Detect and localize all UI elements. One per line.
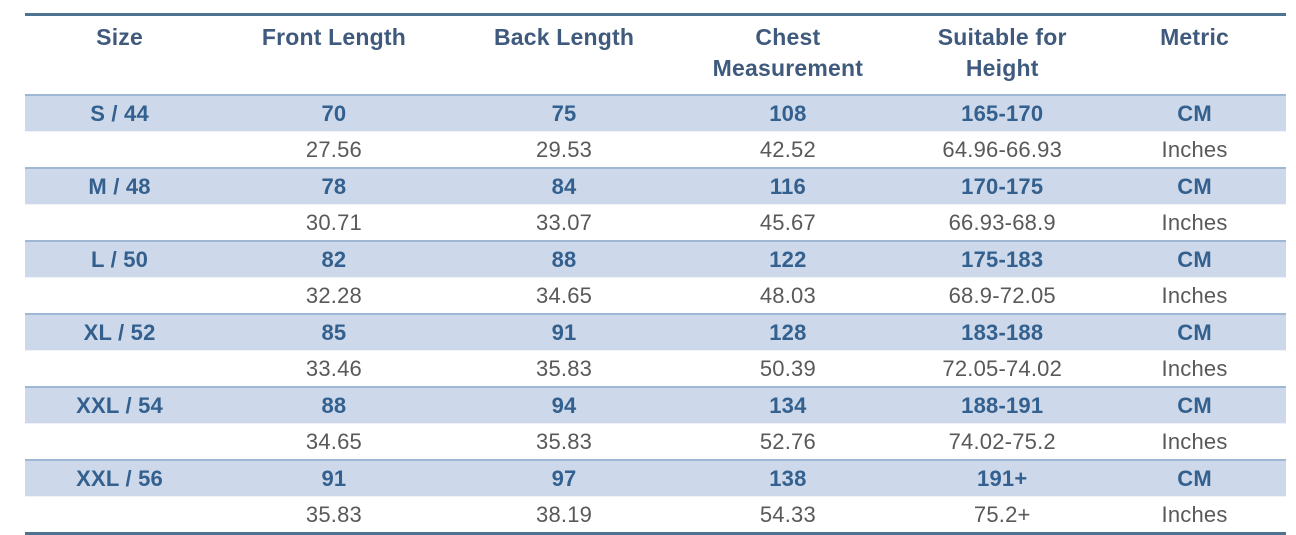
table-row: XL / 52 85 91 128 183-188 CM xyxy=(25,313,1286,351)
table-row: 33.46 35.83 50.39 72.05-74.02 Inches xyxy=(25,350,1286,387)
column-header-metric: Metric xyxy=(1160,24,1230,50)
value-cell: 97 xyxy=(453,459,675,497)
size-cell: XL / 52 xyxy=(25,313,215,351)
metric-cell: Inches xyxy=(1103,423,1286,460)
value-cell: 75 xyxy=(453,94,675,132)
value-cell: 165-170 xyxy=(901,94,1104,132)
value-cell: 170-175 xyxy=(901,167,1104,205)
table-row: M / 48 78 84 116 170-175 CM xyxy=(25,167,1286,205)
value-cell: 134 xyxy=(674,386,902,424)
size-cell: XXL / 54 xyxy=(25,386,215,424)
value-cell: 128 xyxy=(674,313,902,351)
table-body: S / 44 70 75 108 165-170 CM 27.56 29.53 … xyxy=(25,94,1286,534)
size-cell xyxy=(25,350,215,387)
value-cell: 82 xyxy=(214,240,454,278)
value-cell: 30.71 xyxy=(214,204,454,241)
value-cell: 27.56 xyxy=(214,131,454,168)
size-chart-table: Size Front Length Back Length Chest Meas… xyxy=(25,13,1286,535)
value-cell: 32.28 xyxy=(214,277,454,314)
column-header-front-length: Front Length xyxy=(261,24,407,50)
size-cell xyxy=(25,277,215,314)
value-cell: 38.19 xyxy=(453,496,675,534)
metric-cell: CM xyxy=(1103,459,1286,497)
value-cell: 35.83 xyxy=(453,423,675,460)
metric-cell: Inches xyxy=(1103,204,1286,241)
value-cell: 29.53 xyxy=(453,131,675,168)
size-cell: L / 50 xyxy=(25,240,215,278)
value-cell: 42.52 xyxy=(674,131,902,168)
value-cell: 70 xyxy=(214,94,454,132)
table-row: L / 50 82 88 122 175-183 CM xyxy=(25,240,1286,278)
metric-cell: Inches xyxy=(1103,131,1286,168)
size-cell xyxy=(25,204,215,241)
metric-cell: Inches xyxy=(1103,496,1286,534)
size-cell xyxy=(25,423,215,460)
metric-cell: CM xyxy=(1103,94,1286,132)
size-cell xyxy=(25,131,215,168)
value-cell: 91 xyxy=(453,313,675,351)
metric-cell: CM xyxy=(1103,240,1286,278)
value-cell: 35.83 xyxy=(453,350,675,387)
table-row: 34.65 35.83 52.76 74.02-75.2 Inches xyxy=(25,423,1286,460)
table-header: Size Front Length Back Length Chest Meas… xyxy=(25,15,1286,96)
value-cell: 68.9-72.05 xyxy=(901,277,1104,314)
value-cell: 85 xyxy=(214,313,454,351)
value-cell: 45.67 xyxy=(674,204,902,241)
metric-cell: CM xyxy=(1103,167,1286,205)
value-cell: 116 xyxy=(674,167,902,205)
value-cell: 34.65 xyxy=(214,423,454,460)
size-cell: S / 44 xyxy=(25,94,215,132)
value-cell: 122 xyxy=(674,240,902,278)
value-cell: 48.03 xyxy=(674,277,902,314)
value-cell: 74.02-75.2 xyxy=(901,423,1104,460)
table-row: 27.56 29.53 42.52 64.96-66.93 Inches xyxy=(25,131,1286,168)
column-header-back-length: Back Length xyxy=(493,24,635,50)
value-cell: 191+ xyxy=(901,459,1104,497)
size-chart: Size Front Length Back Length Chest Meas… xyxy=(25,13,1286,535)
size-cell xyxy=(25,496,215,534)
value-cell: 72.05-74.02 xyxy=(901,350,1104,387)
value-cell: 88 xyxy=(453,240,675,278)
value-cell: 108 xyxy=(674,94,902,132)
column-header-suitable-height: Suitable for Height xyxy=(937,24,1067,81)
value-cell: 88 xyxy=(214,386,454,424)
value-cell: 35.83 xyxy=(214,496,454,534)
value-cell: 75.2+ xyxy=(901,496,1104,534)
table-row: 30.71 33.07 45.67 66.93-68.9 Inches xyxy=(25,204,1286,241)
value-cell: 54.33 xyxy=(674,496,902,534)
table-row: S / 44 70 75 108 165-170 CM xyxy=(25,94,1286,132)
metric-cell: CM xyxy=(1103,313,1286,351)
value-cell: 33.07 xyxy=(453,204,675,241)
table-row: XXL / 56 91 97 138 191+ CM xyxy=(25,459,1286,497)
header-row: Size Front Length Back Length Chest Meas… xyxy=(25,15,1286,96)
size-cell: XXL / 56 xyxy=(25,459,215,497)
value-cell: 138 xyxy=(674,459,902,497)
metric-cell: Inches xyxy=(1103,350,1286,387)
metric-cell: CM xyxy=(1103,386,1286,424)
value-cell: 33.46 xyxy=(214,350,454,387)
column-header-chest-measurement: Chest Measurement xyxy=(712,24,864,81)
value-cell: 188-191 xyxy=(901,386,1104,424)
value-cell: 175-183 xyxy=(901,240,1104,278)
value-cell: 66.93-68.9 xyxy=(901,204,1104,241)
metric-cell: Inches xyxy=(1103,277,1286,314)
value-cell: 50.39 xyxy=(674,350,902,387)
column-header-size: Size xyxy=(96,24,143,50)
table-row: XXL / 54 88 94 134 188-191 CM xyxy=(25,386,1286,424)
value-cell: 91 xyxy=(214,459,454,497)
table-row: 35.83 38.19 54.33 75.2+ Inches xyxy=(25,496,1286,534)
value-cell: 52.76 xyxy=(674,423,902,460)
value-cell: 64.96-66.93 xyxy=(901,131,1104,168)
size-cell: M / 48 xyxy=(25,167,215,205)
table-row: 32.28 34.65 48.03 68.9-72.05 Inches xyxy=(25,277,1286,314)
value-cell: 78 xyxy=(214,167,454,205)
value-cell: 183-188 xyxy=(901,313,1104,351)
value-cell: 84 xyxy=(453,167,675,205)
value-cell: 34.65 xyxy=(453,277,675,314)
value-cell: 94 xyxy=(453,386,675,424)
